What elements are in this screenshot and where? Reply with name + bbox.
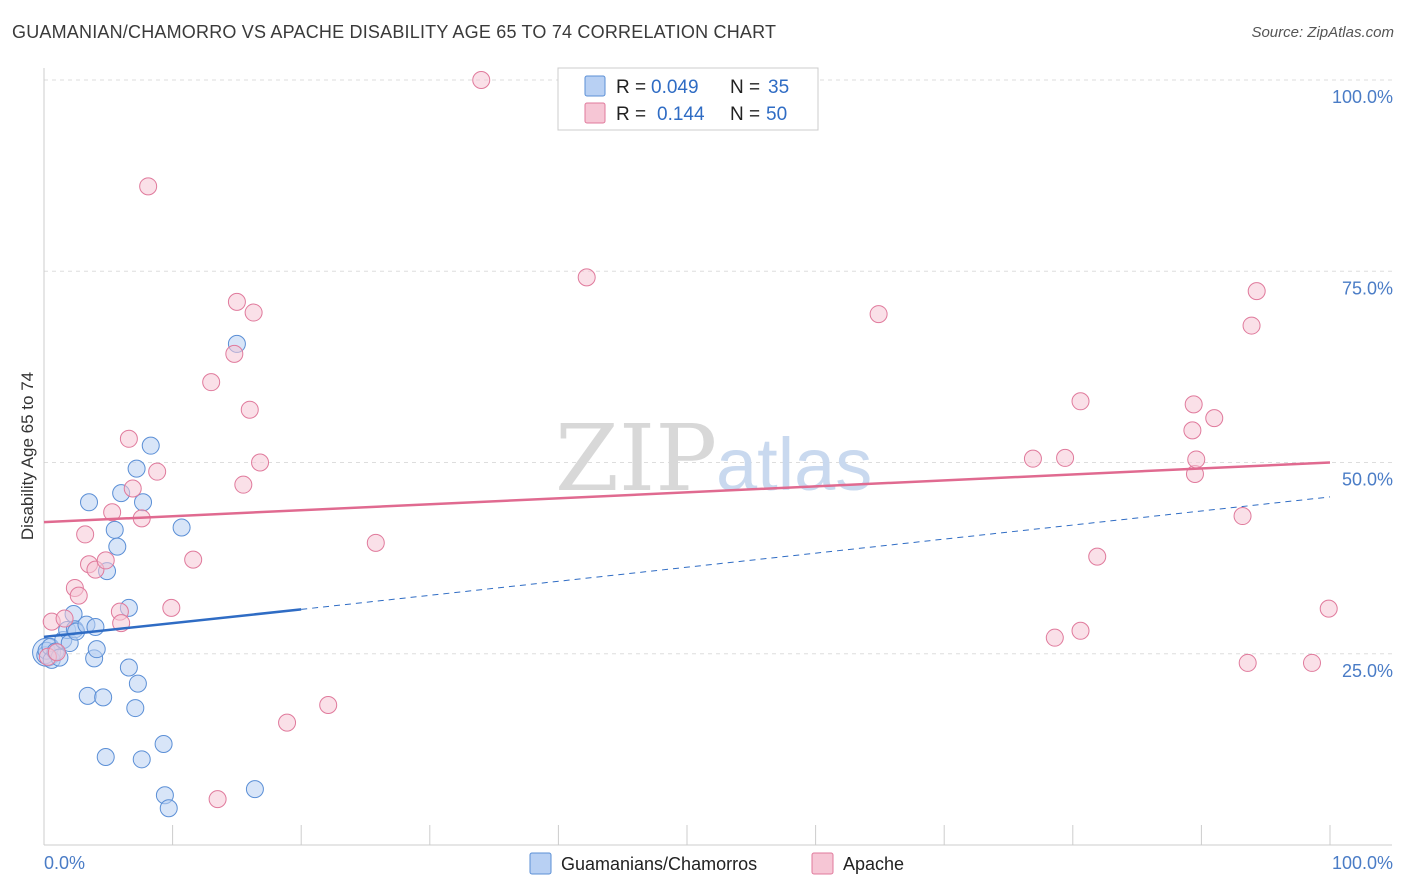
point-apache-19: [184, 550, 203, 569]
y-tick-label-1: 50.0%: [1342, 470, 1393, 490]
point-guamanian-13: [78, 686, 97, 705]
point-apache-40: [1183, 421, 1202, 440]
point-apache-32: [577, 268, 596, 287]
point-apache-3: [55, 609, 74, 628]
y-tick-label-2: 75.0%: [1342, 278, 1393, 298]
point-apache-25: [240, 400, 259, 419]
point-apache-46: [1242, 316, 1261, 335]
point-guamanian-31: [141, 436, 160, 455]
x-tick-label-1: 100.0%: [1332, 853, 1393, 873]
point-apache-28: [278, 713, 297, 732]
point-apache-36: [1056, 448, 1075, 467]
point-apache-2: [47, 643, 66, 662]
point-apache-49: [1302, 653, 1321, 672]
point-guamanian-21: [105, 520, 124, 539]
watermark: ZIP atlas: [555, 405, 872, 512]
point-apache-48: [1247, 282, 1266, 301]
point-apache-23: [227, 292, 246, 311]
x-tick-label-0: 0.0%: [44, 853, 85, 873]
correlation-legend: R = 0.049 N = 35 R = 0.144 N = 50: [557, 67, 819, 131]
trend-line-guamanian-extension: [301, 496, 1331, 610]
point-guamanian-28: [127, 459, 146, 478]
point-guamanian-17: [87, 640, 106, 659]
point-apache-45: [1233, 507, 1252, 526]
point-apache-37: [1071, 621, 1090, 640]
watermark-zip: ZIP: [555, 405, 717, 512]
point-guamanian-34: [159, 799, 178, 818]
point-apache-41: [1184, 395, 1203, 414]
legend-swatch-pink: [584, 102, 606, 124]
point-apache-17: [148, 462, 167, 481]
point-apache-10: [103, 503, 122, 522]
point-guamanian-19: [96, 748, 115, 767]
legend-n-value-1: 35: [768, 77, 789, 98]
point-guamanian-37: [245, 780, 264, 799]
y-tick-labels: 25.0% 50.0% 75.0% 100.0%: [1332, 87, 1393, 681]
point-apache-9: [96, 551, 115, 570]
trend-lines: [43, 461, 1331, 639]
x-tick-labels: 0.0% 100.0%: [44, 853, 1393, 873]
point-apache-50: [1319, 599, 1338, 618]
series-legend-swatch-guamanian: [529, 852, 552, 875]
data-points: [32, 71, 1338, 818]
point-apache-43: [1187, 450, 1206, 469]
grid-lines: [44, 79, 1392, 655]
point-apache-29: [319, 696, 338, 715]
point-guamanian-25: [119, 658, 138, 677]
point-apache-20: [208, 790, 227, 809]
point-apache-44: [1205, 409, 1224, 428]
y-tick-label-0: 25.0%: [1342, 661, 1393, 681]
chart-title: GUAMANIAN/CHAMORRO VS APACHE DISABILITY …: [12, 22, 777, 42]
point-guamanian-22: [108, 537, 127, 556]
series-legend: Guamanians/Chamorros Apache: [529, 852, 904, 875]
point-apache-31: [472, 71, 491, 89]
point-apache-5: [69, 586, 88, 605]
series-legend-label-guamanian: Guamanians/Chamorros: [561, 854, 757, 874]
point-apache-33: [869, 305, 888, 324]
point-apache-39: [1088, 547, 1107, 566]
axes: [43, 68, 1392, 846]
legend-n-label-1: N =: [730, 77, 760, 98]
point-apache-18: [162, 598, 181, 617]
point-apache-38: [1071, 392, 1090, 411]
series-legend-swatch-apache: [811, 852, 834, 875]
point-apache-27: [251, 453, 270, 472]
point-apache-16: [139, 177, 158, 196]
point-apache-14: [123, 479, 142, 498]
legend-swatch-blue: [584, 75, 606, 97]
point-apache-22: [225, 344, 244, 363]
point-guamanian-29: [132, 750, 151, 769]
y-tick-label-3: 100.0%: [1332, 87, 1393, 107]
trend-line-apache: [43, 461, 1331, 524]
legend-r-value-2: 0.144: [657, 104, 705, 125]
point-guamanian-32: [154, 735, 173, 754]
y-axis-title: Disability Age 65 to 74: [18, 372, 37, 540]
point-guamanian-18: [94, 688, 113, 707]
point-apache-13: [119, 429, 138, 448]
series-legend-label-apache: Apache: [843, 854, 904, 874]
point-guamanian-27: [128, 674, 147, 693]
point-guamanian-26: [126, 699, 145, 718]
legend-r-value-1: 0.049: [651, 77, 699, 98]
watermark-atlas: atlas: [716, 423, 872, 506]
legend-r-label-2: R =: [616, 104, 646, 125]
legend-n-value-2: 50: [766, 104, 787, 125]
point-apache-30: [366, 533, 385, 552]
point-apache-24: [234, 475, 253, 494]
point-apache-47: [1238, 653, 1257, 672]
legend-n-label-2: N =: [730, 104, 760, 125]
trend-line-guamanian: [43, 608, 302, 639]
point-apache-6: [76, 525, 95, 544]
point-guamanian-14: [80, 493, 99, 512]
point-guamanian-35: [172, 518, 191, 537]
point-apache-34: [1023, 449, 1042, 468]
point-apache-26: [244, 303, 263, 322]
point-apache-35: [1045, 628, 1064, 647]
chart-source: Source: ZipAtlas.com: [1251, 24, 1394, 41]
legend-r-label-1: R =: [616, 77, 646, 98]
point-apache-21: [202, 373, 221, 392]
